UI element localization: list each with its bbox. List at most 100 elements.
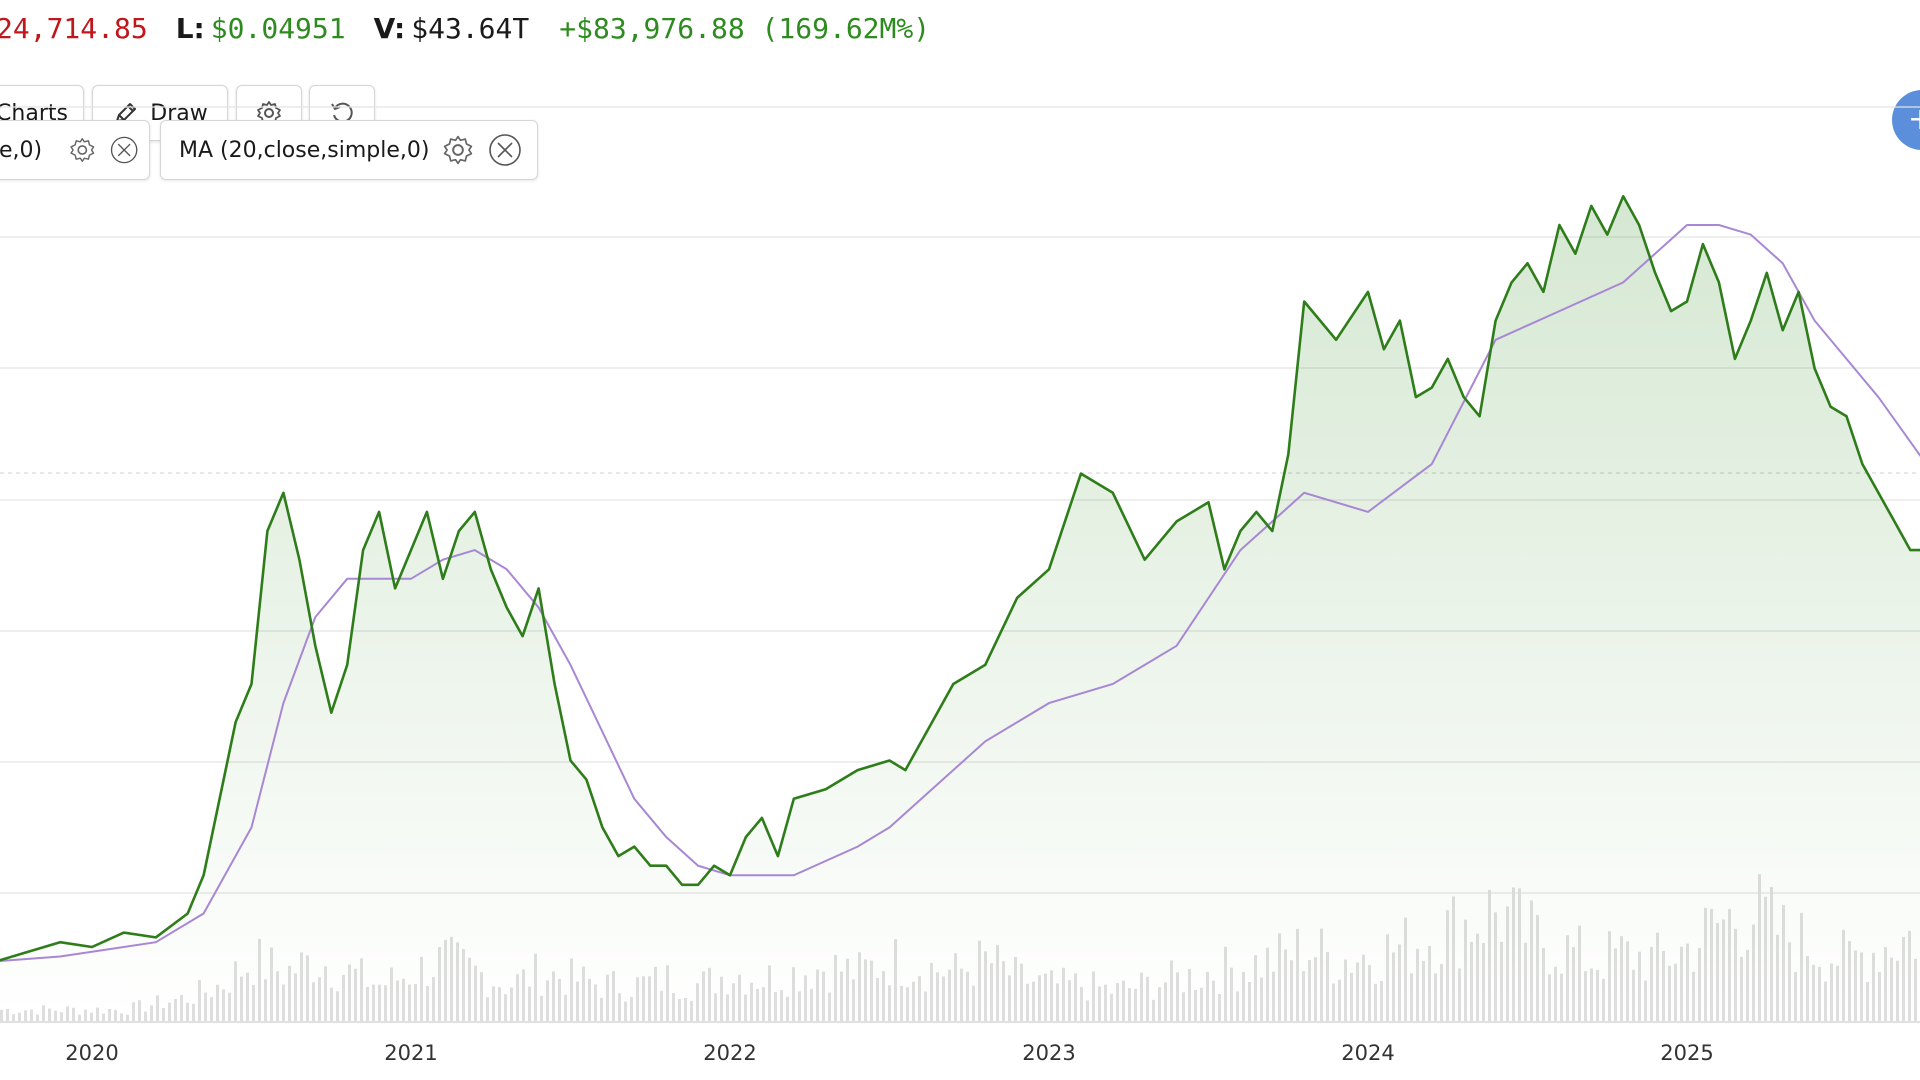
volume-bar bbox=[846, 958, 849, 1022]
volume-bar bbox=[1410, 973, 1413, 1022]
volume-bar bbox=[1206, 971, 1209, 1022]
low-label: L: bbox=[175, 11, 205, 45]
volume-bar bbox=[1872, 952, 1875, 1022]
volume-bar bbox=[990, 963, 993, 1022]
volume-bar bbox=[1650, 946, 1653, 1022]
volume-bar bbox=[258, 938, 261, 1022]
volume-bar bbox=[780, 990, 783, 1022]
volume-bar bbox=[1698, 947, 1701, 1022]
volume-bar bbox=[1326, 952, 1329, 1022]
volume-bar bbox=[1626, 941, 1629, 1022]
volume-bar bbox=[1530, 900, 1533, 1022]
volume-bar bbox=[1062, 967, 1065, 1022]
volume-bar bbox=[1092, 971, 1095, 1022]
volume-bar bbox=[1152, 999, 1155, 1022]
volume-bar bbox=[1488, 889, 1491, 1022]
gear-icon[interactable] bbox=[68, 133, 97, 167]
volume-bar bbox=[732, 983, 735, 1022]
volume-bars bbox=[0, 874, 1917, 1022]
volume-bar bbox=[582, 966, 585, 1022]
volume-bar bbox=[66, 1006, 69, 1022]
volume-bar bbox=[654, 966, 657, 1022]
volume-bar bbox=[1560, 973, 1563, 1022]
volume-bar bbox=[12, 1014, 15, 1022]
volume-bar bbox=[858, 952, 861, 1022]
volume-bar bbox=[354, 968, 357, 1022]
volume-bar bbox=[996, 945, 999, 1022]
high-value: 24,714.85 bbox=[0, 11, 148, 45]
close-icon[interactable] bbox=[487, 132, 523, 168]
volume-bar bbox=[54, 1010, 57, 1022]
volume-bar bbox=[540, 995, 543, 1022]
volume-bar bbox=[978, 940, 981, 1022]
volume-bar bbox=[936, 972, 939, 1022]
volume-bar bbox=[30, 1009, 33, 1022]
volume-bar bbox=[1266, 947, 1269, 1022]
x-tick-label: 2021 bbox=[384, 1041, 437, 1065]
volume-bar bbox=[1182, 992, 1185, 1022]
volume-bar bbox=[78, 1014, 81, 1022]
volume-bar bbox=[1320, 928, 1323, 1022]
volume-bar bbox=[270, 947, 273, 1022]
volume-bar bbox=[198, 980, 201, 1022]
volume-bar bbox=[1002, 961, 1005, 1022]
volume-bar bbox=[744, 994, 747, 1022]
volume-bar bbox=[612, 971, 615, 1022]
volume-bar bbox=[324, 966, 327, 1022]
volume-bar bbox=[1254, 955, 1257, 1022]
gear-icon[interactable] bbox=[441, 133, 475, 167]
volume-bar bbox=[312, 982, 315, 1022]
volume-bar bbox=[1188, 968, 1191, 1022]
volume-bar bbox=[1536, 914, 1539, 1022]
volume-bar bbox=[360, 958, 363, 1022]
close-icon[interactable] bbox=[109, 132, 139, 168]
volume-bar bbox=[516, 974, 519, 1022]
volume-bar bbox=[570, 958, 573, 1022]
volume-bar bbox=[594, 984, 597, 1022]
volume-bar bbox=[1278, 933, 1281, 1022]
volume-bar bbox=[756, 988, 759, 1022]
volume-bar bbox=[342, 974, 345, 1022]
volume-bar bbox=[348, 964, 351, 1022]
volume-bar bbox=[444, 939, 447, 1022]
volume-bar bbox=[600, 997, 603, 1022]
volume-bar bbox=[42, 1005, 45, 1022]
volume-bar bbox=[1632, 969, 1635, 1022]
volume-bar bbox=[1548, 974, 1551, 1022]
volume-bar bbox=[618, 993, 621, 1022]
volume-bar bbox=[138, 1000, 141, 1022]
price-area bbox=[0, 196, 1920, 1020]
volume-bar bbox=[918, 976, 921, 1022]
indicator-pill-ma[interactable]: MA (20,close,simple,0) bbox=[160, 120, 538, 180]
volume-bar bbox=[1788, 942, 1791, 1022]
volume-bar bbox=[294, 973, 297, 1022]
indicator-pill-1[interactable]: e,0) bbox=[0, 120, 150, 180]
volume-bar bbox=[414, 984, 417, 1022]
volume-bar bbox=[1404, 917, 1407, 1022]
volume-bar bbox=[1608, 931, 1611, 1022]
change-value: +$83,976.88 (169.62M%) bbox=[559, 11, 931, 45]
add-fab-button[interactable]: + bbox=[1892, 90, 1920, 150]
volume-bar bbox=[1386, 934, 1389, 1022]
volume-bar bbox=[1806, 955, 1809, 1022]
volume-bar bbox=[1338, 979, 1341, 1022]
volume-bar bbox=[1812, 964, 1815, 1022]
ma-indicator-label: MA (20,close,simple,0) bbox=[179, 137, 430, 163]
volume-bar bbox=[1350, 972, 1353, 1022]
volume-bar bbox=[954, 953, 957, 1022]
volume-bar bbox=[102, 1013, 105, 1022]
volume-bar bbox=[1512, 887, 1515, 1022]
volume-bar bbox=[888, 985, 891, 1022]
volume-bar bbox=[1284, 949, 1287, 1022]
volume-bar bbox=[1680, 946, 1683, 1022]
volume-bar bbox=[1236, 991, 1239, 1022]
volume-bar bbox=[1752, 924, 1755, 1022]
volume-bar bbox=[174, 998, 177, 1022]
volume-bar bbox=[1422, 961, 1425, 1022]
volume-bar bbox=[1524, 942, 1527, 1022]
volume-bar bbox=[1842, 929, 1845, 1022]
volume-bar bbox=[966, 971, 969, 1022]
volume-bar bbox=[1908, 930, 1911, 1022]
volume-bar bbox=[120, 1013, 123, 1022]
volume-bar bbox=[450, 936, 453, 1022]
